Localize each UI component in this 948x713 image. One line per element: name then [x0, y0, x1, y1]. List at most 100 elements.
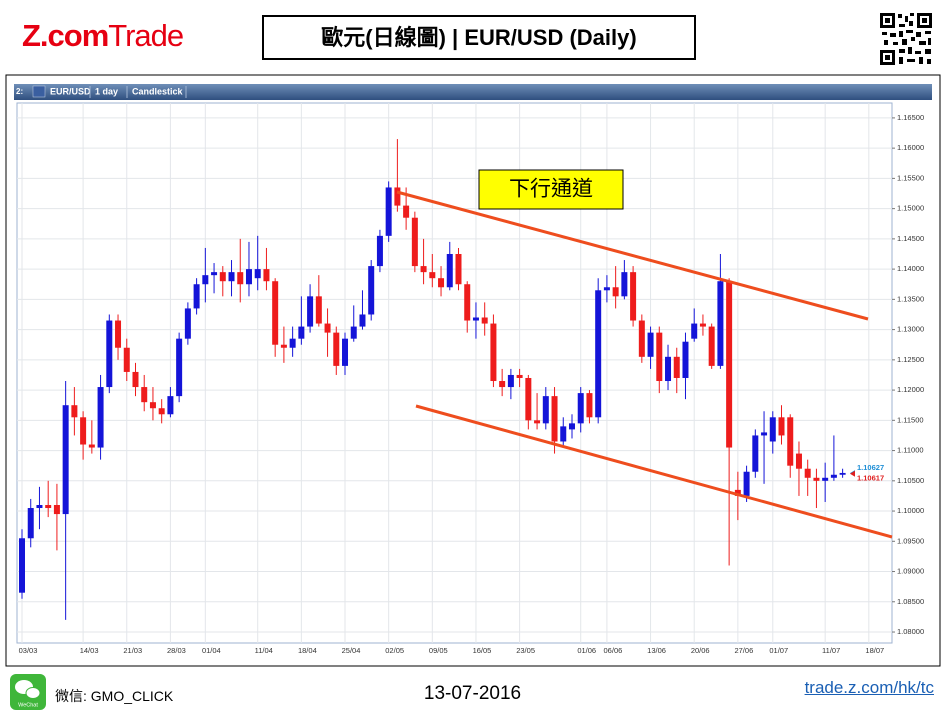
candle-body: [743, 471, 750, 496]
candle-body: [446, 253, 453, 288]
candle-body: [62, 405, 69, 515]
candle-body: [27, 508, 34, 539]
candle-body: [324, 323, 331, 333]
flag-icon: [32, 85, 46, 98]
candle-body: [726, 281, 733, 448]
candle-body: [394, 187, 401, 206]
logo-product: Trade: [108, 18, 184, 53]
y-tick-label: 1.15000: [897, 204, 924, 213]
candle-body: [560, 426, 567, 442]
candle-body: [80, 417, 87, 445]
candle-body: [149, 402, 156, 409]
wechat-bubble: [25, 687, 41, 699]
wechat-id: 微信: GMO_CLICK: [55, 688, 174, 704]
x-tick-label: 23/05: [516, 646, 535, 655]
candle-body: [499, 381, 506, 388]
candle-body: [691, 323, 698, 339]
candle-body: [403, 205, 410, 218]
y-tick-label: 1.12000: [897, 385, 924, 394]
page-title: 歐元(日線圖) | EUR/USD (Daily): [262, 15, 696, 60]
candle-body: [315, 296, 322, 324]
candle-body: [376, 235, 383, 267]
candle-body: [19, 538, 25, 593]
candle-body: [708, 326, 715, 366]
logo: Z.comTrade: [22, 18, 184, 54]
y-tick-label: 1.13500: [897, 294, 924, 303]
candle-body: [481, 317, 488, 324]
candle-body: [228, 272, 235, 282]
candle-body: [385, 187, 392, 236]
candle-body: [272, 281, 279, 345]
candle-body: [804, 468, 811, 478]
candle-body: [53, 505, 60, 515]
x-tick-label: 09/05: [429, 646, 448, 655]
candle-body: [97, 387, 104, 448]
website-link[interactable]: trade.z.com/hk/tc: [804, 678, 934, 697]
candle-body: [245, 269, 252, 285]
toolbar-interval[interactable]: 1 day: [95, 86, 118, 96]
annotation-box: [478, 169, 624, 210]
y-tick-label: 1.11000: [897, 446, 924, 455]
candle-body: [193, 284, 200, 309]
x-tick-label: 20/06: [691, 646, 710, 655]
y-tick-label: 1.14500: [897, 234, 924, 243]
y-tick-label: 1.09000: [897, 567, 924, 576]
last-price-marker: [850, 470, 855, 477]
candle-body: [621, 272, 628, 297]
x-tick-label: 11/04: [255, 646, 273, 655]
candle-body: [307, 296, 314, 327]
x-tick-label: 02/05: [385, 646, 404, 655]
candle-body: [237, 272, 244, 285]
date: 13-07-2016: [423, 683, 522, 704]
x-tick-label: 21/03: [123, 646, 142, 655]
x-tick-label: 03/03: [19, 646, 38, 655]
toolbar-symbol[interactable]: EUR/USD: [50, 86, 91, 96]
candle-body: [438, 278, 445, 288]
candle-body: [787, 417, 794, 466]
candle-body: [568, 423, 575, 430]
x-tick-label: 18/07: [865, 646, 884, 655]
candle-body: [542, 396, 549, 424]
candle-body: [88, 444, 95, 448]
candle-body: [167, 396, 174, 415]
candle-body: [761, 432, 768, 436]
logo-brand: Z.com: [22, 18, 109, 53]
candle-body: [717, 281, 724, 366]
y-tick-label: 1.15500: [897, 173, 924, 182]
toolbar-style[interactable]: Candlestick: [132, 86, 184, 96]
candle-body: [254, 269, 261, 279]
toolbar-index: 2:: [16, 87, 23, 96]
channel-lower-line: [415, 404, 893, 539]
candle-body: [778, 417, 785, 436]
candle-body: [411, 217, 418, 267]
candle-body: [612, 287, 619, 297]
y-tick-label: 1.11500: [897, 415, 924, 424]
candle-body: [638, 320, 645, 357]
last-price-label: 1.10617: [857, 474, 884, 483]
plot-area: [16, 102, 893, 644]
x-tick-label: 28/03: [167, 646, 186, 655]
candle-body: [45, 505, 52, 509]
candle-body: [551, 396, 558, 442]
y-tick-label: 1.08500: [897, 597, 924, 606]
candle-body: [455, 253, 462, 285]
candle-body: [813, 477, 820, 481]
x-tick-label: 16/05: [473, 646, 492, 655]
candle-body: [830, 474, 837, 478]
candle-body: [333, 332, 340, 366]
candle-body: [263, 269, 270, 282]
annotation: 下行通道: [509, 178, 593, 201]
candle-body: [516, 374, 523, 378]
candle-body: [350, 326, 357, 339]
candle-body: [595, 290, 602, 418]
candle-body: [132, 371, 139, 388]
candle-body: [734, 489, 741, 496]
candles: 1.10627 1.10617: [19, 139, 884, 620]
candle-body: [586, 393, 593, 418]
candle-body: [699, 323, 706, 327]
y-tick-label: 1.10500: [897, 476, 924, 485]
candle-body: [202, 275, 209, 285]
y-tick-label: 1.16500: [897, 113, 924, 122]
candle-body: [682, 341, 689, 378]
candle-body: [71, 405, 78, 418]
